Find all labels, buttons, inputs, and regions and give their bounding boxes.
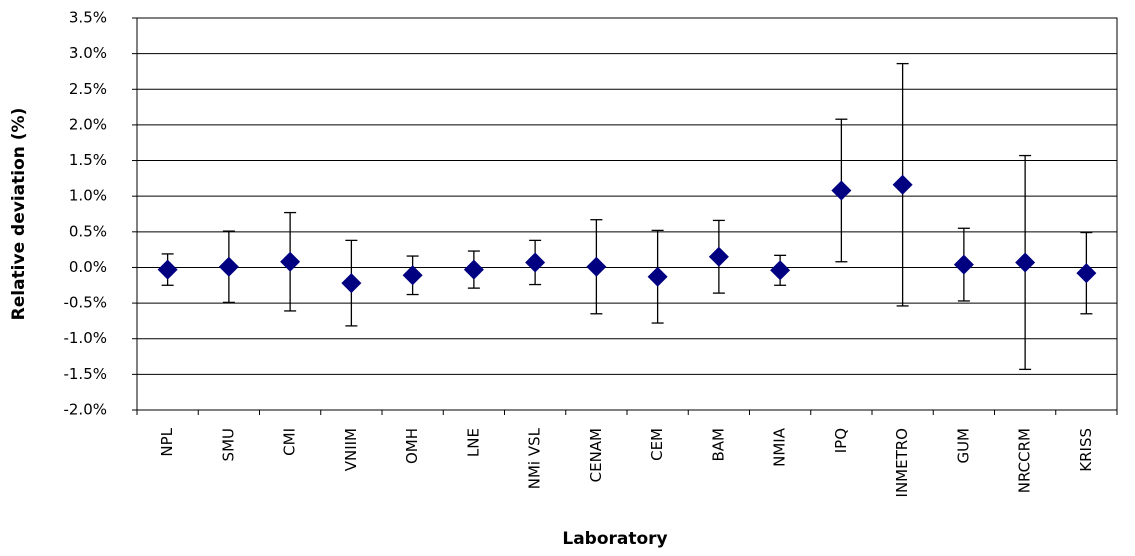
y-tick-label: 3.5%: [69, 9, 107, 27]
y-axis-title: Relative deviation (%): [9, 108, 29, 321]
x-tick-label: NPL: [158, 427, 176, 456]
x-tick-label: CENAM: [587, 428, 605, 482]
point: [1076, 263, 1097, 284]
y-tick-label: -0.5%: [63, 294, 107, 312]
y-tick-label: 2.0%: [69, 115, 107, 133]
point: [1015, 252, 1036, 273]
y-tick-label: 1.5%: [69, 151, 107, 169]
point: [770, 260, 791, 281]
plot-frame: [136, 17, 1118, 411]
point: [218, 256, 239, 277]
y-tick-label: 0.0%: [69, 258, 107, 276]
x-tick-label: KRISS: [1077, 428, 1095, 472]
y-tick-label: -1.0%: [63, 329, 107, 347]
x-tick-label: GUM: [954, 428, 972, 464]
point: [831, 180, 852, 201]
point: [463, 259, 484, 280]
x-tick-label: OMH: [403, 428, 421, 464]
y-tick-label: -1.5%: [63, 365, 107, 383]
point: [708, 246, 729, 267]
x-tick-label: NMi VSL: [526, 427, 544, 489]
point: [586, 256, 607, 277]
x-axis-title: Laboratory: [562, 529, 667, 549]
x-tick-label: CEM: [648, 428, 666, 461]
point: [157, 259, 178, 280]
x-tick-label: NRCCRM: [1016, 428, 1034, 493]
x-tick-label: IPQ: [832, 428, 850, 453]
point: [280, 251, 301, 272]
point: [341, 273, 362, 294]
point: [525, 252, 546, 273]
x-tick-label: CMI: [281, 428, 299, 456]
point: [402, 265, 423, 286]
x-tick-label: INMETRO: [893, 428, 911, 497]
y-tick-label: 0.5%: [69, 222, 107, 240]
point: [892, 174, 913, 195]
point: [647, 266, 668, 287]
y-tick-label: 2.5%: [69, 80, 107, 98]
x-tick-label: SMU: [219, 428, 237, 461]
x-tick-label: NMIA: [771, 427, 789, 467]
y-tick-label: -2.0%: [63, 401, 107, 419]
x-tick-label: BAM: [709, 428, 727, 462]
y-tick-label: 1.0%: [69, 187, 107, 205]
x-tick-label: VNIIM: [342, 428, 360, 471]
point: [953, 254, 974, 275]
y-tick-label: 3.0%: [69, 44, 107, 62]
x-tick-label: LNE: [464, 428, 482, 457]
